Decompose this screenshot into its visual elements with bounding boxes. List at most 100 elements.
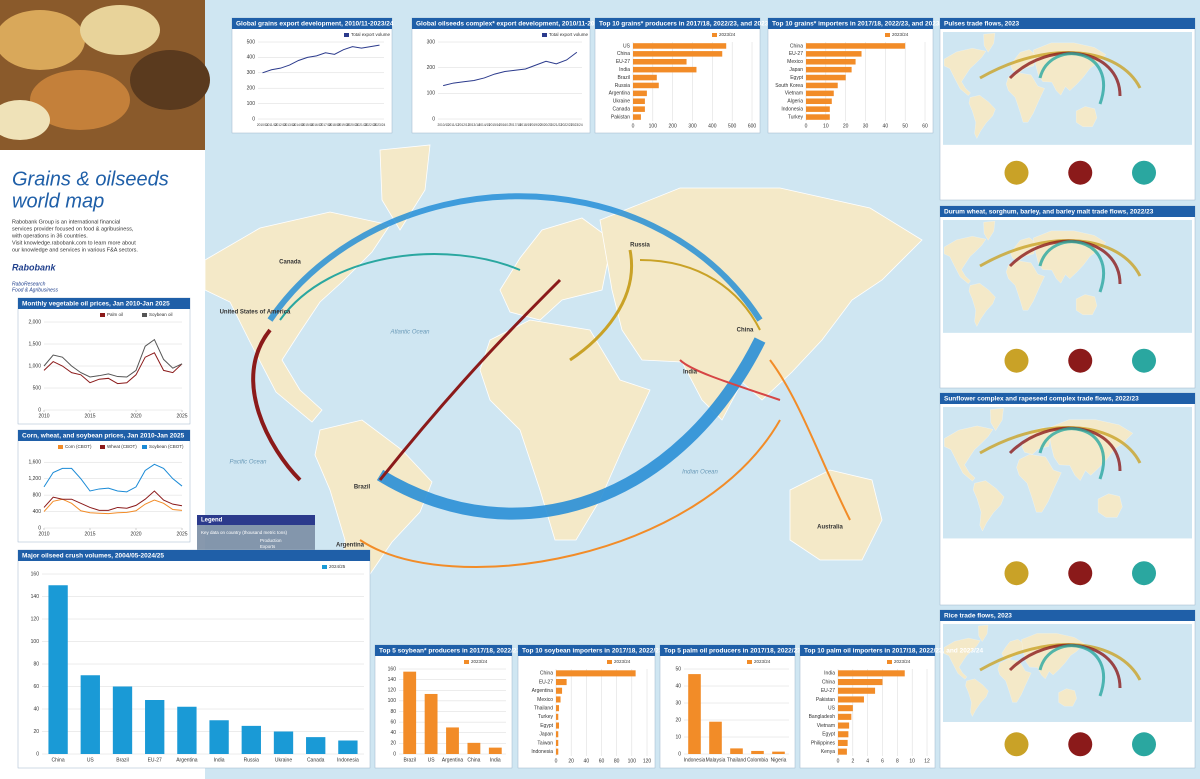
y-tick-label: 100 [31,639,40,645]
y-tick-label: 140 [31,594,40,600]
category-label: Indonesia [337,757,359,763]
legend-swatch [142,313,147,317]
category-label: 2023/24 [571,123,583,127]
grain-pile [130,50,210,110]
description: Rabobank Group is an international finan… [11,219,138,253]
panel-bg [767,17,934,134]
mini-pie [1132,348,1156,373]
panel: Sunflower complex and rapeseed complex t… [939,392,1196,606]
category-label: Kenya [821,749,835,755]
panel-title: Major oilseed crush volumes, 2004/05-202… [22,553,164,560]
mini-pie [1068,561,1093,586]
bar [177,706,197,754]
x-tick-label: 2020 [130,531,141,537]
y-tick-label: 40 [675,683,681,689]
category-label: 2020/21 [540,123,552,127]
mini-flow [1038,52,1105,105]
legend-swatch [322,565,327,569]
category-label: Argentina [176,757,198,763]
bar [446,727,459,754]
south-america [968,95,996,139]
legend-swatch [887,660,892,664]
legend-label: Soybean oil [149,312,173,317]
legend-label: Wheat (CBOT) [107,444,137,449]
y-tick-label: 300 [247,70,256,76]
bar [806,90,834,97]
north-america [944,48,987,96]
category-label: Russia [244,757,260,763]
x-tick-label: 600 [748,123,757,129]
bar [633,114,641,120]
category-label: Taiwan [537,740,553,746]
x-tick-label: 100 [628,758,637,764]
panel: Top 5 soybean* producers in 2017/18, 202… [374,644,561,769]
mini-flow [1038,644,1105,697]
category-label: 2018/19 [520,123,532,127]
mini-pie [1004,732,1029,757]
bar [838,670,905,677]
panel-title: Sunflower complex and rapeseed complex t… [944,396,1139,403]
greenland [983,221,996,241]
panel-title: Durum wheat, sorghum, barley, and barley… [944,209,1154,216]
legend-swatch [58,445,63,449]
bar [730,748,743,754]
bar [633,74,657,81]
y-tick-label: 60 [33,684,39,690]
grain-pile [80,5,160,55]
panel: Global oilseeds complex* export developm… [411,17,611,134]
panel: Rice trade flows, 2023 [939,609,1196,769]
category-label: Philippines [811,740,836,746]
y-tick-label: 120 [31,616,40,622]
panel-header [660,645,795,656]
y-tick-label: 10 [675,734,681,740]
category-label: Japan [789,67,803,73]
legend-title: Legend [201,518,223,524]
legend-swatch [885,33,890,37]
panel-header [768,18,933,29]
panel-title: Rice trade flows, 2023 [944,613,1012,620]
bar [241,725,261,754]
grains-photo [0,0,210,150]
legend-label: Total export volume [351,32,391,37]
mini-pie [1004,348,1029,373]
bar [633,82,659,89]
panel: Top 10 palm oil importers in 2017/18, 20… [799,644,983,769]
bar [806,98,832,105]
category-label: 2010/11 [257,123,269,127]
description-line: Rabobank Group is an international finan… [12,219,120,225]
category-label: China [540,671,553,677]
category-label: 2017/18 [320,123,332,127]
category-label: 2021/22 [551,123,563,127]
bar [556,731,559,738]
panel: Top 10 grains* importers in 2017/18, 202… [767,17,949,134]
category-label: Egypt [790,75,803,81]
category-label: Nigeria [771,757,787,763]
ocean-label: Pacific Ocean [229,460,267,466]
series-line [43,463,183,493]
x-tick-label: 8 [896,758,899,764]
north-america [204,211,391,423]
panel-header [595,18,760,29]
x-tick-label: 0 [555,758,558,764]
bar [806,58,856,65]
bar [633,58,687,65]
bar [48,585,68,754]
y-tick-label: 0 [38,525,41,531]
mini-pie [1068,348,1093,373]
category-label: Mexico [787,59,803,65]
legend-label: 2023/24 [719,32,736,37]
y-tick-label: 2,000 [28,319,41,325]
bar [772,751,785,754]
series-line [262,44,380,74]
y-tick-label: 160 [31,571,40,577]
description-line: our knowledge and services in various F&… [12,247,138,253]
category-label: 2019/20 [530,123,542,127]
y-tick-label: 200 [247,86,256,92]
bar [806,74,846,81]
bar [751,750,764,754]
panel: Monthly vegetable oil prices, Jan 2010-J… [17,297,191,425]
bar [467,742,481,754]
australia [1097,493,1123,518]
category-label: 2013/14 [468,123,480,127]
bar [633,51,723,57]
